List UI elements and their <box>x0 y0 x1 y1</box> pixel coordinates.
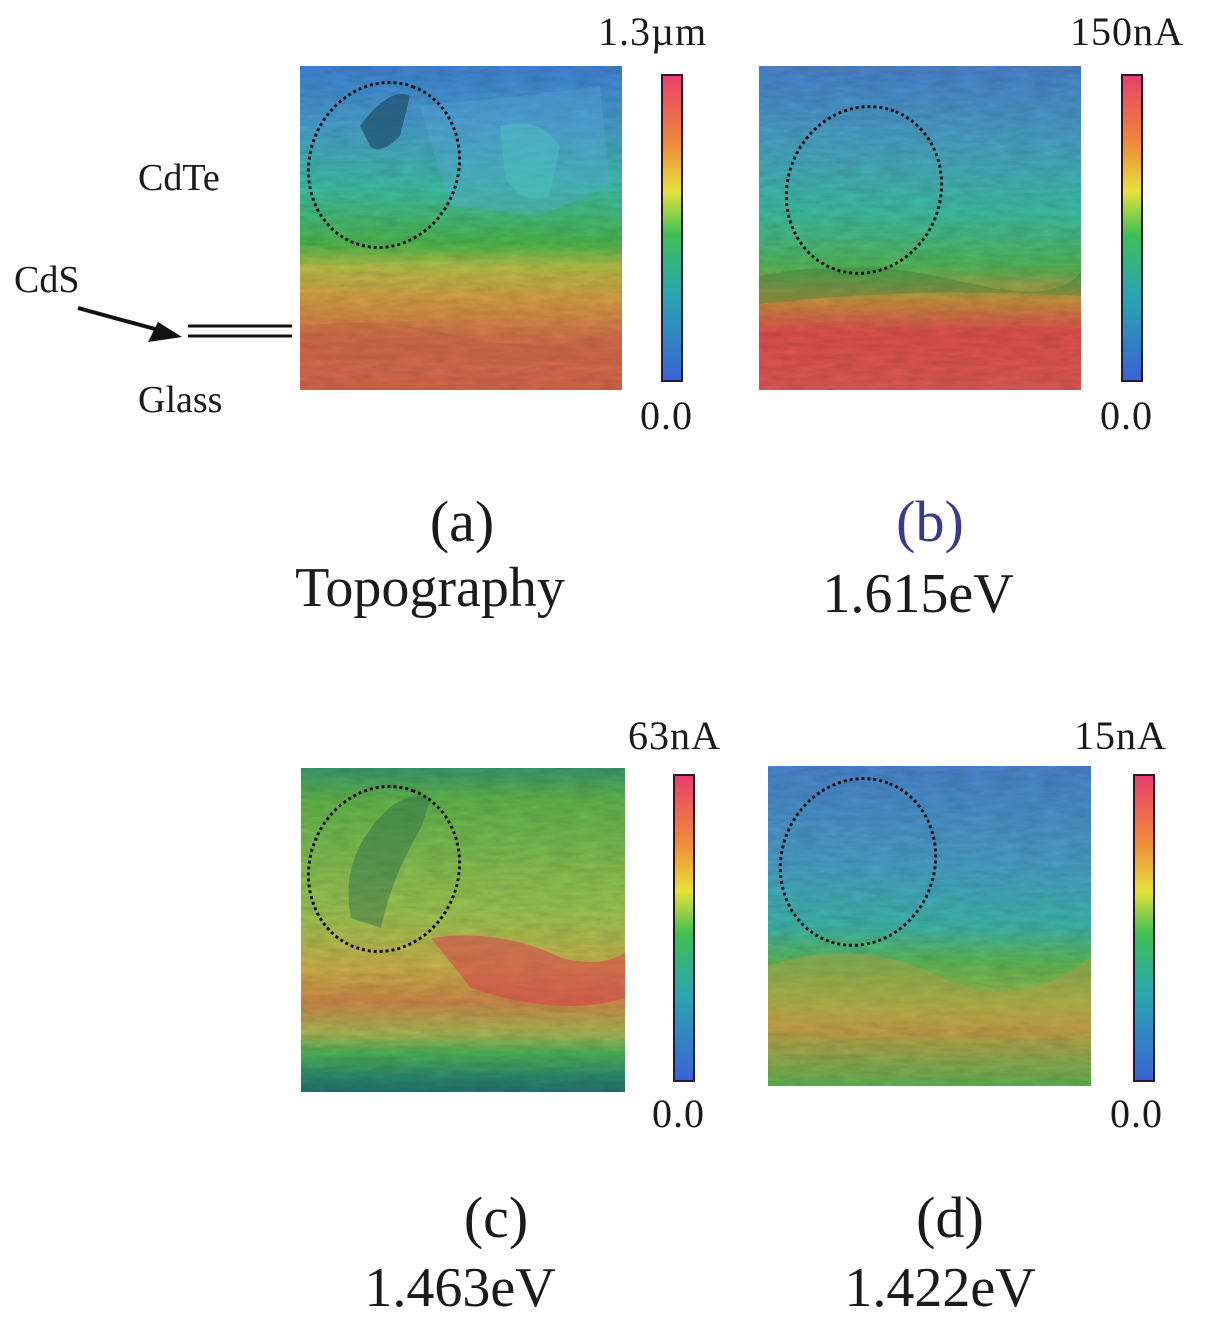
panel-tag-d: (d) <box>916 1185 984 1250</box>
panel-tag-c: (c) <box>463 1185 529 1250</box>
label-glass: Glass <box>138 379 223 421</box>
colorbar-b <box>1121 74 1143 382</box>
scale-min-a: 0.0 <box>640 393 693 438</box>
label-cds: CdS <box>14 259 80 301</box>
scale-max-a: 1.3µm <box>598 9 708 54</box>
colorbar-a <box>661 74 683 382</box>
topography-image <box>300 66 622 390</box>
panel-caption-a: Topography <box>295 557 565 619</box>
photocurrent-image-b <box>759 66 1081 390</box>
label-cdte: CdTe <box>138 157 220 199</box>
colorbar-c <box>673 774 695 1082</box>
cds-arrow-icon <box>77 306 292 342</box>
panel-caption-b: 1.615eV <box>822 563 1014 625</box>
scale-min-d: 0.0 <box>1110 1091 1163 1136</box>
panel-caption-c: 1.463eV <box>364 1257 556 1319</box>
panel-tag-a: (a) <box>429 489 495 554</box>
scale-max-d: 15nA <box>1074 713 1167 758</box>
scale-min-b: 0.0 <box>1100 393 1153 438</box>
colorbar-d <box>1133 774 1155 1082</box>
scale-max-b: 150nA <box>1070 9 1184 54</box>
scale-min-c: 0.0 <box>652 1091 705 1136</box>
scale-max-c: 63nA <box>628 713 721 758</box>
photocurrent-image-d <box>768 766 1091 1086</box>
panel-tag-b: (b) <box>896 489 964 554</box>
panel-caption-d: 1.422eV <box>844 1257 1036 1319</box>
photocurrent-image-c <box>301 768 625 1092</box>
